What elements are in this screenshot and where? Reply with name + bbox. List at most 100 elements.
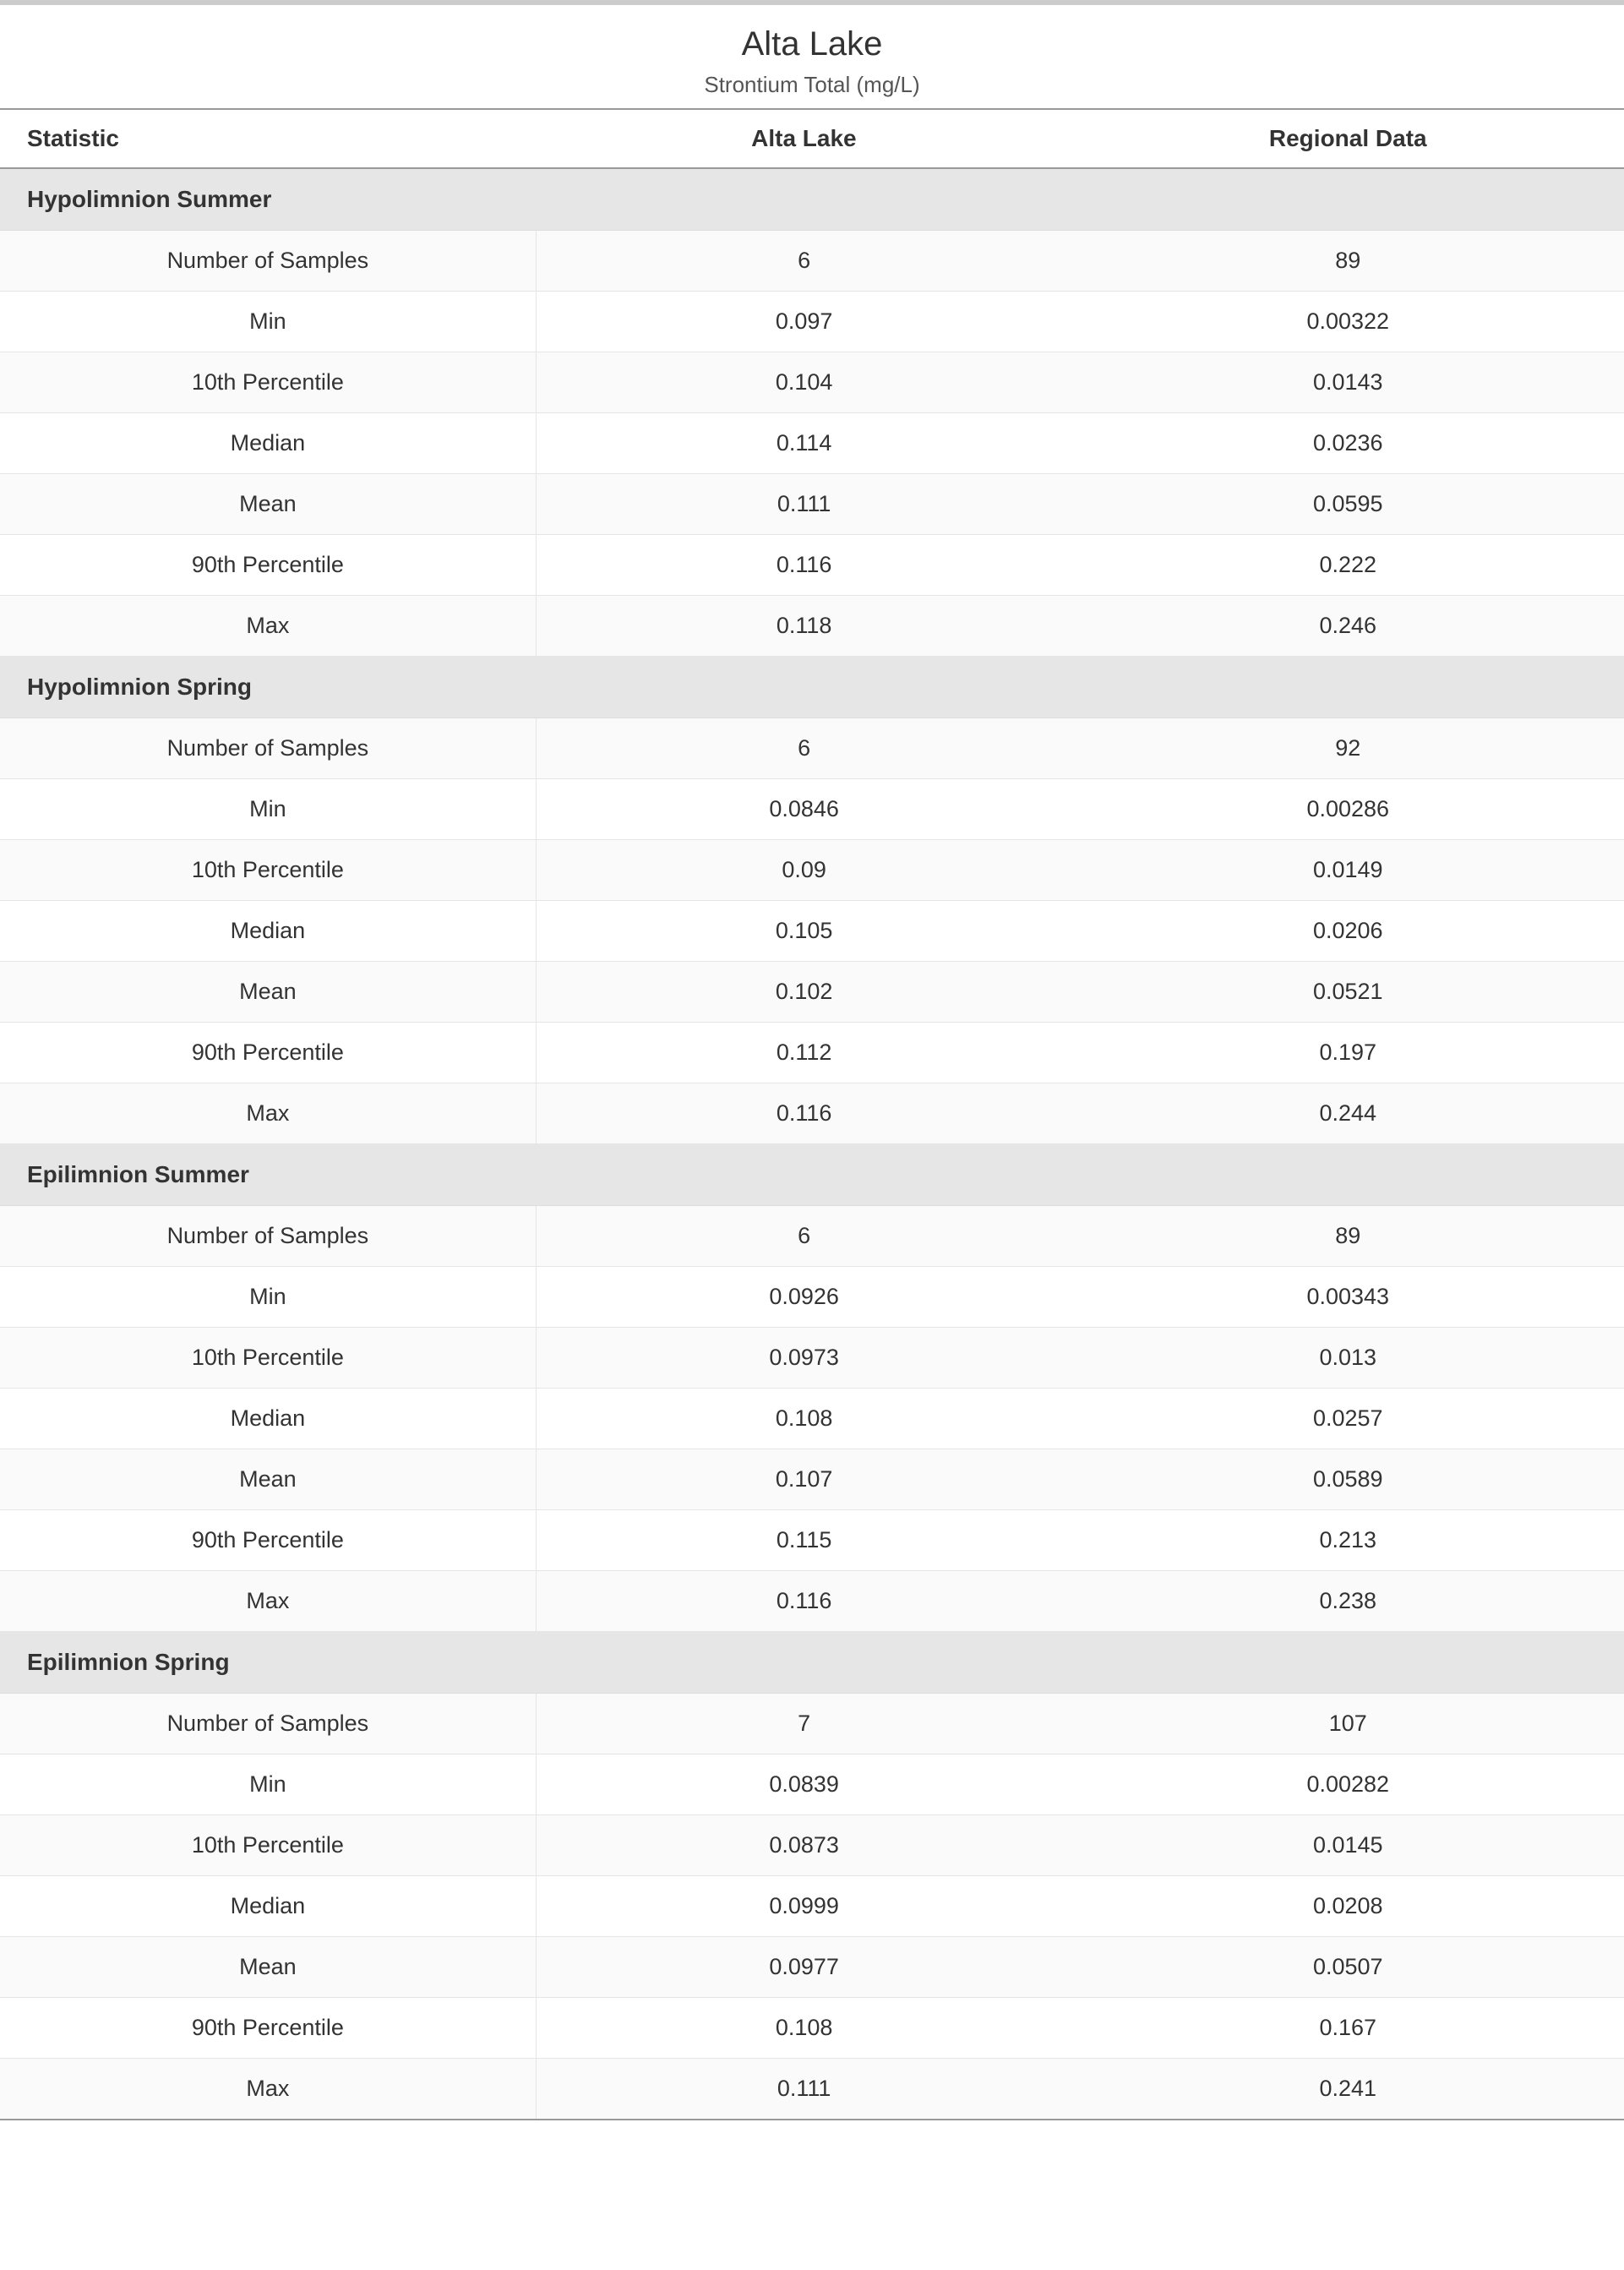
regional-value: 0.197 xyxy=(1072,1023,1624,1083)
statistic-label: Min xyxy=(0,779,536,840)
page-title: Alta Lake xyxy=(0,25,1624,63)
regional-value: 0.00282 xyxy=(1072,1754,1624,1815)
statistic-label: Median xyxy=(0,901,536,962)
regional-value: 0.246 xyxy=(1072,596,1624,657)
site-value: 0.0839 xyxy=(536,1754,1071,1815)
site-value: 0.0873 xyxy=(536,1815,1071,1876)
regional-value: 0.0149 xyxy=(1072,840,1624,901)
site-value: 0.116 xyxy=(536,535,1071,596)
regional-value: 0.013 xyxy=(1072,1328,1624,1389)
regional-value: 0.222 xyxy=(1072,535,1624,596)
table-row: Mean0.1110.0595 xyxy=(0,474,1624,535)
site-value: 0.0999 xyxy=(536,1876,1071,1937)
group-body: Hypolimnion SummerNumber of Samples689Mi… xyxy=(0,168,1624,657)
statistic-label: Median xyxy=(0,1876,536,1937)
group-header-label: Epilimnion Summer xyxy=(0,1144,1624,1206)
statistic-label: Mean xyxy=(0,474,536,535)
statistic-label: Median xyxy=(0,413,536,474)
statistic-label: Number of Samples xyxy=(0,718,536,779)
regional-value: 0.244 xyxy=(1072,1083,1624,1144)
report-container: Alta Lake Strontium Total (mg/L) Statist… xyxy=(0,0,1624,2120)
regional-value: 0.0236 xyxy=(1072,413,1624,474)
statistic-label: Min xyxy=(0,292,536,352)
table-row: 90th Percentile0.1150.213 xyxy=(0,1510,1624,1571)
site-value: 0.102 xyxy=(536,962,1071,1023)
statistic-label: Number of Samples xyxy=(0,1694,536,1754)
site-value: 0.115 xyxy=(536,1510,1071,1571)
regional-value: 0.213 xyxy=(1072,1510,1624,1571)
table-row: Median0.1140.0236 xyxy=(0,413,1624,474)
regional-value: 89 xyxy=(1072,231,1624,292)
statistics-table: Statistic Alta Lake Regional Data Hypoli… xyxy=(0,108,1624,2120)
regional-value: 0.0145 xyxy=(1072,1815,1624,1876)
table-row: Mean0.09770.0507 xyxy=(0,1937,1624,1998)
group-header-label: Hypolimnion Summer xyxy=(0,168,1624,231)
site-value: 0.108 xyxy=(536,1998,1071,2059)
statistic-label: Mean xyxy=(0,1937,536,1998)
regional-value: 0.0143 xyxy=(1072,352,1624,413)
group-header-row: Hypolimnion Summer xyxy=(0,168,1624,231)
table-row: 10th Percentile0.09730.013 xyxy=(0,1328,1624,1389)
statistic-label: Median xyxy=(0,1389,536,1449)
regional-value: 89 xyxy=(1072,1206,1624,1267)
statistic-label: 90th Percentile xyxy=(0,1998,536,2059)
site-value: 6 xyxy=(536,231,1071,292)
table-row: Min0.08460.00286 xyxy=(0,779,1624,840)
site-value: 6 xyxy=(536,718,1071,779)
regional-value: 0.00322 xyxy=(1072,292,1624,352)
statistic-label: Min xyxy=(0,1267,536,1328)
page-subtitle: Strontium Total (mg/L) xyxy=(0,72,1624,98)
site-value: 0.105 xyxy=(536,901,1071,962)
site-value: 0.111 xyxy=(536,2059,1071,2120)
table-row: Number of Samples7107 xyxy=(0,1694,1624,1754)
regional-value: 0.0595 xyxy=(1072,474,1624,535)
statistic-label: Mean xyxy=(0,1449,536,1510)
statistic-label: Max xyxy=(0,596,536,657)
regional-value: 0.00343 xyxy=(1072,1267,1624,1328)
table-row: 10th Percentile0.090.0149 xyxy=(0,840,1624,901)
statistic-label: 10th Percentile xyxy=(0,352,536,413)
site-value: 0.108 xyxy=(536,1389,1071,1449)
table-row: Min0.09260.00343 xyxy=(0,1267,1624,1328)
site-value: 0.09 xyxy=(536,840,1071,901)
regional-value: 0.167 xyxy=(1072,1998,1624,2059)
statistic-label: 10th Percentile xyxy=(0,1815,536,1876)
regional-value: 0.0206 xyxy=(1072,901,1624,962)
group-header-label: Hypolimnion Spring xyxy=(0,657,1624,718)
table-row: Number of Samples689 xyxy=(0,1206,1624,1267)
statistic-label: 90th Percentile xyxy=(0,1510,536,1571)
regional-value: 107 xyxy=(1072,1694,1624,1754)
regional-value: 0.241 xyxy=(1072,2059,1624,2120)
table-row: Max0.1110.241 xyxy=(0,2059,1624,2120)
statistic-label: Max xyxy=(0,1083,536,1144)
table-row: Max0.1160.244 xyxy=(0,1083,1624,1144)
statistic-label: Mean xyxy=(0,962,536,1023)
statistic-label: 90th Percentile xyxy=(0,535,536,596)
table-row: 90th Percentile0.1160.222 xyxy=(0,535,1624,596)
group-header-row: Epilimnion Summer xyxy=(0,1144,1624,1206)
site-value: 6 xyxy=(536,1206,1071,1267)
site-value: 0.104 xyxy=(536,352,1071,413)
group-body: Hypolimnion SpringNumber of Samples692Mi… xyxy=(0,657,1624,1144)
site-value: 7 xyxy=(536,1694,1071,1754)
regional-value: 0.238 xyxy=(1072,1571,1624,1632)
regional-value: 0.0507 xyxy=(1072,1937,1624,1998)
table-row: Min0.08390.00282 xyxy=(0,1754,1624,1815)
site-value: 0.0926 xyxy=(536,1267,1071,1328)
group-body: Epilimnion SpringNumber of Samples7107Mi… xyxy=(0,1632,1624,2120)
table-row: Mean0.1070.0589 xyxy=(0,1449,1624,1510)
group-body: Epilimnion SummerNumber of Samples689Min… xyxy=(0,1144,1624,1632)
table-row: Mean0.1020.0521 xyxy=(0,962,1624,1023)
table-row: Max0.1180.246 xyxy=(0,596,1624,657)
table-row: Min0.0970.00322 xyxy=(0,292,1624,352)
site-value: 0.0977 xyxy=(536,1937,1071,1998)
site-value: 0.118 xyxy=(536,596,1071,657)
regional-value: 0.00286 xyxy=(1072,779,1624,840)
table-row: Median0.1080.0257 xyxy=(0,1389,1624,1449)
table-row: Max0.1160.238 xyxy=(0,1571,1624,1632)
statistic-label: Min xyxy=(0,1754,536,1815)
regional-value: 0.0589 xyxy=(1072,1449,1624,1510)
group-header-row: Hypolimnion Spring xyxy=(0,657,1624,718)
site-value: 0.114 xyxy=(536,413,1071,474)
group-header-label: Epilimnion Spring xyxy=(0,1632,1624,1694)
